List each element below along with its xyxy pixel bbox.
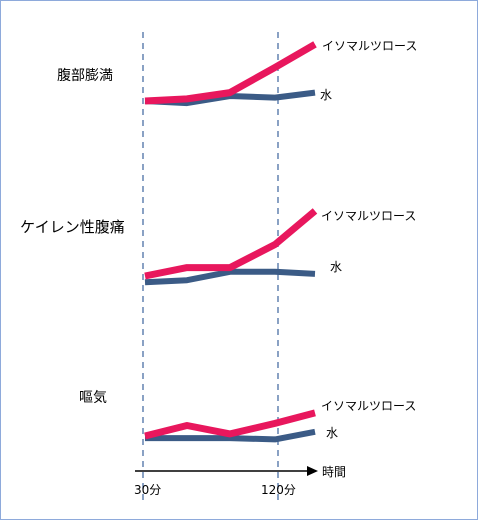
panel-nausea	[144, 409, 316, 443]
time-axis-arrowhead	[307, 466, 318, 476]
panel-title-bloating: 腹部膨満	[57, 67, 113, 84]
isomaltulose-series-line	[144, 41, 317, 105]
isomaltulose-series-line	[144, 409, 316, 440]
panel-title-nausea: 嘔気	[79, 390, 107, 406]
time-tick-label-30min: 30分	[134, 483, 161, 497]
isomaltulose-series-line	[144, 208, 318, 280]
panel-cramping	[144, 208, 318, 286]
series-label-isomaltulose: イソマルツロース	[321, 209, 416, 223]
series-label-water: 水	[330, 260, 342, 274]
series-label-water: 水	[326, 426, 338, 440]
water-series-line	[144, 268, 316, 286]
panel-bloating	[144, 41, 317, 107]
time-tick-label-120min: 120分	[261, 483, 296, 497]
series-label-isomaltulose: イソマルツロース	[321, 399, 416, 413]
water-series-line	[145, 428, 316, 443]
time-axis-label: 時間	[322, 465, 346, 479]
series-label-water: 水	[320, 88, 332, 102]
series-label-isomaltulose: イソマルツロース	[322, 39, 417, 53]
panel-title-cramping: ケイレン性腹痛	[20, 218, 125, 236]
